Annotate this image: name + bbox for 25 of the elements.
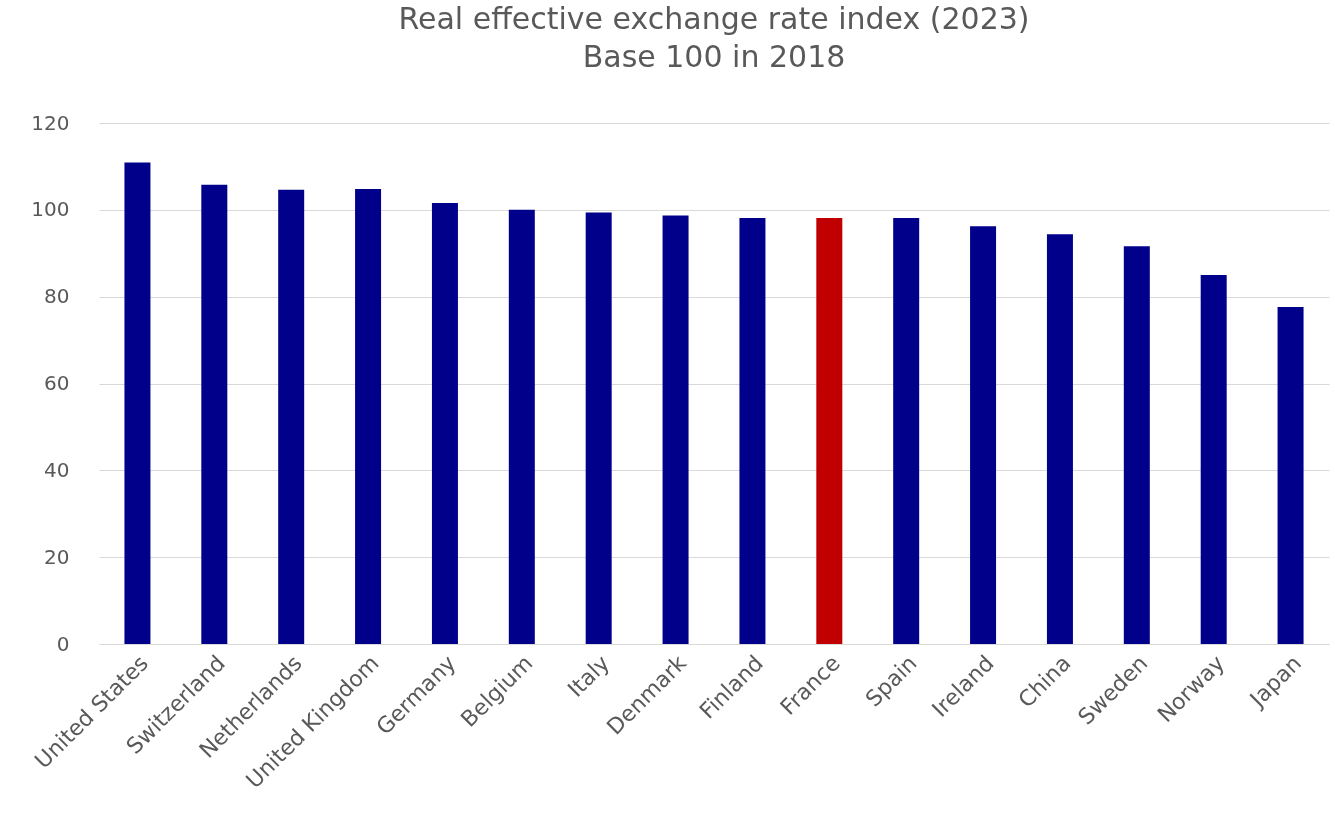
y-tick-label: 40 xyxy=(44,457,70,482)
y-tick-label: 60 xyxy=(44,371,70,395)
bar xyxy=(1046,234,1073,644)
y-tick-label: 20 xyxy=(44,544,70,569)
bar xyxy=(431,202,458,644)
y-tick-label: 120 xyxy=(31,110,70,135)
bar xyxy=(816,218,843,644)
bar xyxy=(124,162,151,644)
bar xyxy=(355,188,382,644)
bar xyxy=(1123,246,1150,644)
bar xyxy=(508,209,535,644)
bar xyxy=(1277,307,1304,644)
bar xyxy=(662,215,689,644)
bar xyxy=(585,212,612,644)
chart-title: Real effective exchange rate index (2023) xyxy=(398,1,1030,36)
bar xyxy=(970,226,997,644)
y-tick-label: 100 xyxy=(31,197,70,222)
bar xyxy=(739,218,766,644)
y-tick-label: 80 xyxy=(44,284,70,309)
bar xyxy=(1200,274,1227,644)
bar xyxy=(201,184,228,644)
bar xyxy=(278,189,305,644)
chart-subtitle: Base 100 in 2018 xyxy=(582,39,846,74)
y-tick-label: 0 xyxy=(56,631,70,656)
bar xyxy=(893,218,920,644)
